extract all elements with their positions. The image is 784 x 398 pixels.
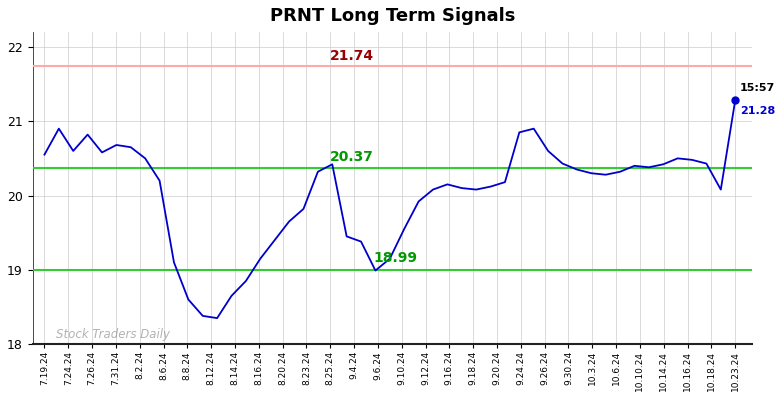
Text: 18.99: 18.99	[373, 251, 417, 265]
Title: PRNT Long Term Signals: PRNT Long Term Signals	[270, 7, 515, 25]
Text: 21.74: 21.74	[329, 49, 374, 62]
Text: 20.37: 20.37	[330, 150, 374, 164]
Text: Stock Traders Daily: Stock Traders Daily	[56, 328, 170, 341]
Text: 21.28: 21.28	[740, 106, 775, 116]
Text: 15:57: 15:57	[740, 83, 775, 93]
